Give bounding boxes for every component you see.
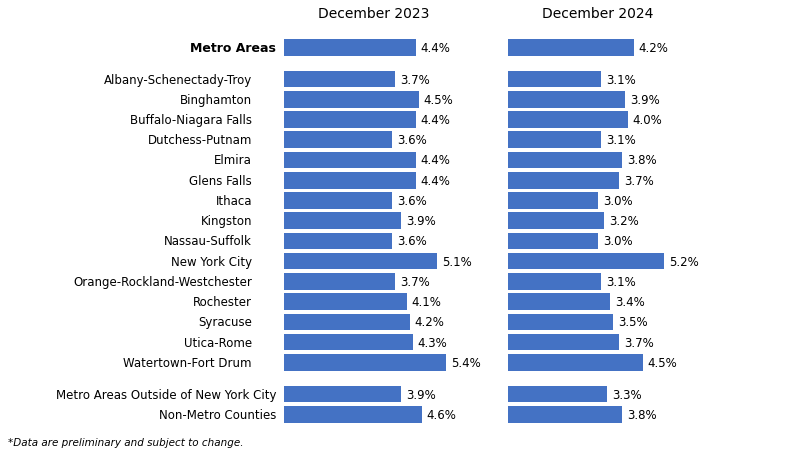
Text: 3.8%: 3.8% <box>627 408 657 421</box>
Text: 5.1%: 5.1% <box>442 255 471 268</box>
Text: 3.6%: 3.6% <box>397 195 426 207</box>
Text: 3.6%: 3.6% <box>397 235 426 248</box>
Bar <box>284 132 392 149</box>
Text: Utica-Rome: Utica-Rome <box>184 336 252 349</box>
Text: Kingston: Kingston <box>201 215 252 228</box>
Text: 5.2%: 5.2% <box>669 255 698 268</box>
Bar <box>508 193 598 209</box>
Text: Watertown-Fort Drum: Watertown-Fort Drum <box>123 356 252 369</box>
Bar <box>508 386 607 403</box>
Text: Rochester: Rochester <box>193 296 252 308</box>
Text: 4.2%: 4.2% <box>414 316 445 329</box>
Text: December 2024: December 2024 <box>542 7 654 21</box>
Bar <box>284 314 410 330</box>
Bar <box>284 72 395 88</box>
Text: 3.1%: 3.1% <box>606 73 635 86</box>
Bar <box>284 112 416 129</box>
Bar <box>284 274 395 290</box>
Bar <box>508 314 613 330</box>
Bar <box>284 173 416 189</box>
Text: 3.9%: 3.9% <box>406 388 435 401</box>
Text: 4.4%: 4.4% <box>421 42 450 55</box>
Text: 3.1%: 3.1% <box>606 275 635 288</box>
Text: Orange-Rockland-Westchester: Orange-Rockland-Westchester <box>73 275 252 288</box>
Bar <box>284 40 416 56</box>
Bar <box>508 92 625 108</box>
Text: 3.9%: 3.9% <box>406 215 435 228</box>
Bar <box>284 294 407 310</box>
Text: 3.7%: 3.7% <box>400 275 430 288</box>
Text: 4.5%: 4.5% <box>424 94 454 106</box>
Bar <box>508 406 622 423</box>
Bar <box>284 152 416 169</box>
Bar <box>284 386 401 403</box>
Bar <box>284 354 446 371</box>
Text: 3.7%: 3.7% <box>400 73 430 86</box>
Bar <box>508 173 619 189</box>
Text: Non-Metro Counties: Non-Metro Counties <box>158 408 276 421</box>
Bar <box>508 334 619 351</box>
Text: 4.1%: 4.1% <box>412 296 442 308</box>
Text: Ithaca: Ithaca <box>215 195 252 207</box>
Bar <box>508 354 643 371</box>
Bar <box>508 152 622 169</box>
Text: 3.9%: 3.9% <box>630 94 659 106</box>
Text: December 2023: December 2023 <box>318 7 430 21</box>
Bar <box>508 40 634 56</box>
Text: 5.4%: 5.4% <box>451 356 481 369</box>
Text: Glens Falls: Glens Falls <box>190 174 252 187</box>
Text: 4.3%: 4.3% <box>418 336 447 349</box>
Text: 3.3%: 3.3% <box>612 388 642 401</box>
Text: *Data are preliminary and subject to change.: *Data are preliminary and subject to cha… <box>8 437 243 448</box>
Text: 3.0%: 3.0% <box>603 195 633 207</box>
Text: Metro Areas: Metro Areas <box>190 42 276 55</box>
Text: Metro Areas Outside of New York City: Metro Areas Outside of New York City <box>55 388 276 401</box>
Text: 3.0%: 3.0% <box>603 235 633 248</box>
Text: 3.8%: 3.8% <box>627 154 657 167</box>
Text: Nassau-Suffolk: Nassau-Suffolk <box>164 235 252 248</box>
Bar <box>508 274 601 290</box>
Text: 3.6%: 3.6% <box>397 134 426 147</box>
Text: Syracuse: Syracuse <box>198 316 252 329</box>
Bar <box>508 294 610 310</box>
Text: Buffalo-Niagara Falls: Buffalo-Niagara Falls <box>130 114 252 127</box>
Bar <box>284 193 392 209</box>
Text: 4.2%: 4.2% <box>638 42 669 55</box>
Bar <box>508 132 601 149</box>
Bar <box>284 213 401 230</box>
Bar <box>508 233 598 250</box>
Bar <box>508 112 628 129</box>
Text: 4.4%: 4.4% <box>421 174 450 187</box>
Text: 3.7%: 3.7% <box>624 174 654 187</box>
Text: Albany-Schenectady-Troy: Albany-Schenectady-Troy <box>104 73 252 86</box>
Bar <box>508 72 601 88</box>
Text: 4.4%: 4.4% <box>421 154 450 167</box>
Bar <box>284 334 413 351</box>
Text: 4.4%: 4.4% <box>421 114 450 127</box>
Text: 3.4%: 3.4% <box>614 296 645 308</box>
Bar <box>508 213 604 230</box>
Text: 3.5%: 3.5% <box>618 316 647 329</box>
Text: 4.0%: 4.0% <box>633 114 662 127</box>
Text: Elmira: Elmira <box>214 154 252 167</box>
Bar <box>284 406 422 423</box>
Text: 4.5%: 4.5% <box>648 356 678 369</box>
Text: 3.7%: 3.7% <box>624 336 654 349</box>
Bar <box>508 253 664 270</box>
Text: 3.1%: 3.1% <box>606 134 635 147</box>
Text: Dutchess-Putnam: Dutchess-Putnam <box>148 134 252 147</box>
Text: New York City: New York City <box>171 255 252 268</box>
Bar <box>284 92 419 108</box>
Bar <box>284 253 437 270</box>
Bar <box>284 233 392 250</box>
Text: 3.2%: 3.2% <box>609 215 638 228</box>
Text: 4.6%: 4.6% <box>427 408 457 421</box>
Text: Binghamton: Binghamton <box>180 94 252 106</box>
